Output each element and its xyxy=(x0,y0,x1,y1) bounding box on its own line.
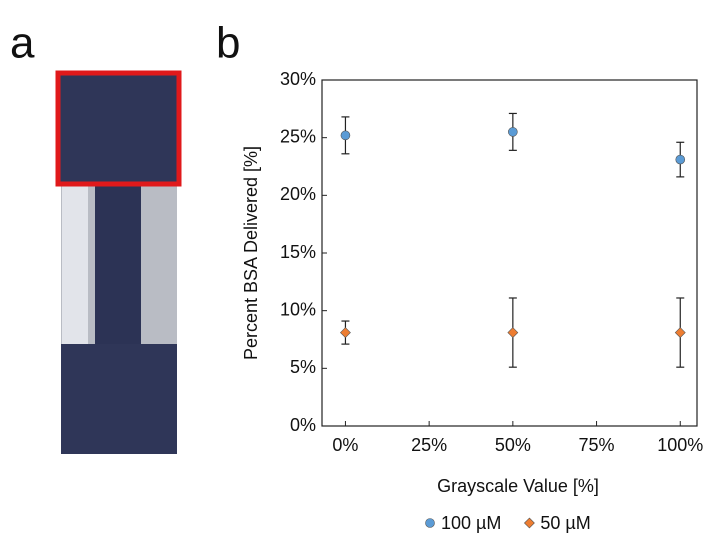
data-point xyxy=(340,327,351,339)
legend-label: 50 µM xyxy=(540,513,590,533)
x-tick-label: 0% xyxy=(332,435,358,455)
photo-top-pad xyxy=(55,70,182,187)
data-point xyxy=(508,127,518,137)
legend-marker xyxy=(523,517,535,529)
device-photo xyxy=(55,70,182,454)
y-axis-label: Percent BSA Delivered [%] xyxy=(241,146,261,360)
data-point xyxy=(675,154,686,165)
photo-highlight xyxy=(62,186,88,344)
y-tick-label: 30% xyxy=(280,69,316,89)
y-tick-label: 5% xyxy=(290,357,316,377)
data-point xyxy=(507,327,519,339)
x-tick-label: 75% xyxy=(579,435,615,455)
y-tick-label: 10% xyxy=(280,299,316,319)
y-tick-label: 20% xyxy=(280,184,316,204)
y-tick-label: 0% xyxy=(290,415,316,435)
panel-label: a xyxy=(10,19,35,68)
photo-bottom-pad xyxy=(61,344,177,454)
y-tick-label: 25% xyxy=(280,126,316,146)
x-axis-label: Grayscale Value [%] xyxy=(437,476,599,496)
x-tick-label: 100% xyxy=(657,435,703,455)
legend-marker xyxy=(425,518,435,528)
photo-channel xyxy=(95,182,141,350)
panel-label: b xyxy=(216,19,240,68)
data-point xyxy=(674,327,686,339)
x-tick-label: 25% xyxy=(411,435,447,455)
x-tick-label: 50% xyxy=(495,435,531,455)
legend-label: 100 µM xyxy=(441,513,501,533)
data-point xyxy=(340,130,351,141)
y-tick-label: 15% xyxy=(280,242,316,262)
